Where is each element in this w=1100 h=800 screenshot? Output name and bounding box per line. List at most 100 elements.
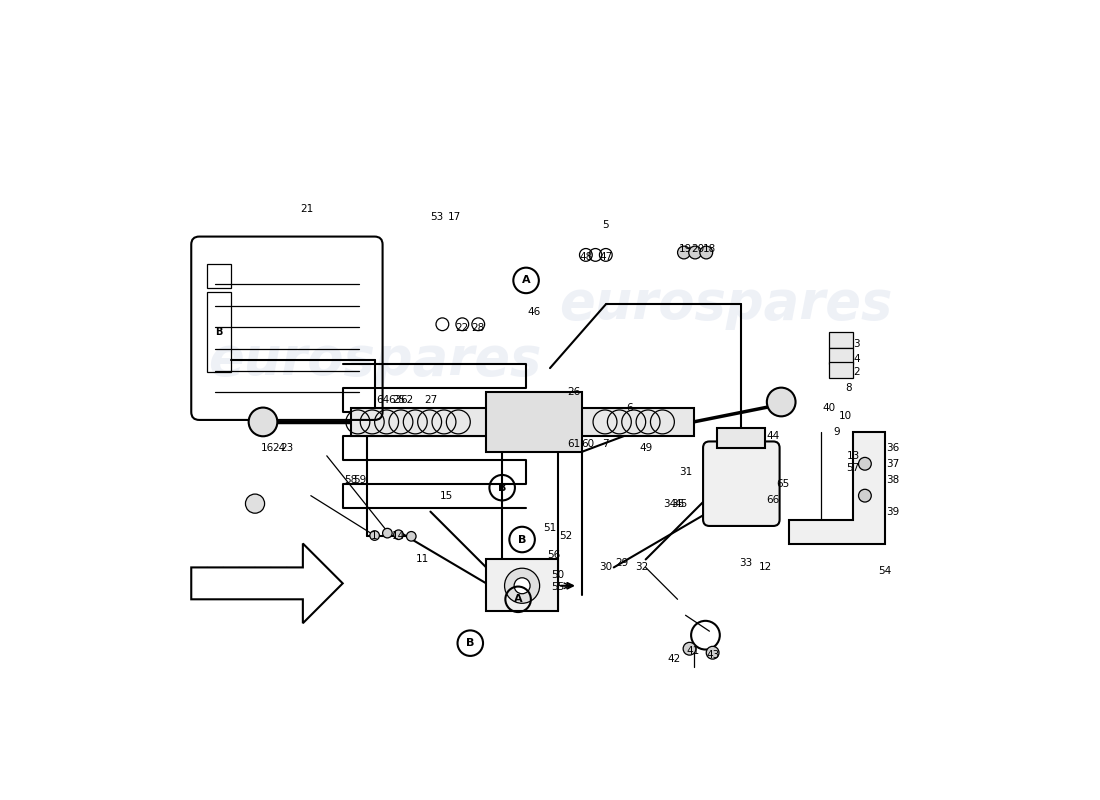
Polygon shape [191,543,343,623]
Text: 30: 30 [600,562,613,573]
Text: 13: 13 [846,451,859,461]
Text: eurospares: eurospares [559,278,892,330]
Text: 17: 17 [448,212,461,222]
Text: 4: 4 [854,354,860,363]
Text: 19: 19 [679,243,692,254]
Text: 22: 22 [455,323,469,334]
Text: 43: 43 [707,650,721,660]
Circle shape [514,578,530,594]
Text: eurospares: eurospares [208,334,541,386]
Text: 61: 61 [568,439,581,449]
Text: 66: 66 [767,494,780,505]
Text: 6: 6 [626,403,632,413]
Text: 10: 10 [838,411,851,421]
Text: 65: 65 [777,478,790,489]
Text: 44: 44 [767,431,780,441]
Text: 3: 3 [854,339,860,349]
Circle shape [767,388,795,416]
Text: 31: 31 [679,466,692,477]
Text: 38: 38 [887,474,900,485]
Text: 62: 62 [400,395,414,405]
Text: 34: 34 [663,498,676,509]
FancyBboxPatch shape [829,348,852,364]
Text: 7: 7 [603,439,609,449]
Text: 9: 9 [834,427,840,437]
Text: 25: 25 [392,395,405,405]
Text: 59: 59 [353,474,367,485]
Text: 48: 48 [580,251,593,262]
Text: 53: 53 [430,212,443,222]
Text: A: A [521,275,530,286]
Text: 55: 55 [551,582,564,592]
Text: 35: 35 [671,498,684,509]
Circle shape [683,642,696,655]
Text: 24: 24 [273,443,286,453]
Text: 39: 39 [887,506,900,517]
Circle shape [245,494,265,514]
Text: 18: 18 [703,243,716,254]
Text: 41: 41 [686,646,700,656]
Circle shape [407,531,416,541]
Circle shape [689,246,702,259]
Circle shape [505,568,540,603]
Text: 15: 15 [440,490,453,501]
Text: 5: 5 [603,220,609,230]
FancyBboxPatch shape [829,362,852,378]
Text: 54: 54 [878,566,891,577]
Text: 21: 21 [300,204,313,214]
Text: 33: 33 [739,558,752,569]
Text: 42: 42 [667,654,680,664]
Circle shape [249,407,277,436]
Text: 28: 28 [472,323,485,334]
Circle shape [678,246,691,259]
Text: B: B [466,638,474,648]
FancyBboxPatch shape [703,442,780,526]
FancyBboxPatch shape [717,428,766,448]
Text: 58: 58 [344,474,358,485]
Text: 64: 64 [376,395,389,405]
Text: B: B [498,482,506,493]
Text: 36: 36 [887,443,900,453]
Text: 29: 29 [615,558,628,569]
Text: 37: 37 [887,458,900,469]
Text: 11: 11 [416,554,429,565]
Circle shape [858,458,871,470]
FancyBboxPatch shape [829,332,852,348]
Circle shape [858,490,871,502]
FancyBboxPatch shape [486,392,582,452]
Text: 49: 49 [639,443,652,453]
Text: 60: 60 [582,439,595,449]
Text: 20: 20 [691,243,704,254]
Text: 45: 45 [675,498,689,509]
Text: 2: 2 [854,367,860,377]
Circle shape [370,530,379,540]
Text: 46: 46 [527,307,541,318]
Text: 51: 51 [543,522,557,533]
Text: 14: 14 [392,530,405,541]
Text: 8: 8 [846,383,852,393]
Text: 16: 16 [261,443,274,453]
Text: B: B [518,534,526,545]
Circle shape [383,528,393,538]
Text: 52: 52 [559,530,573,541]
Polygon shape [789,432,884,543]
Text: 23: 23 [280,443,294,453]
Text: 27: 27 [424,395,437,405]
Text: 32: 32 [635,562,648,573]
Text: 40: 40 [823,403,836,413]
Text: 57: 57 [846,462,859,473]
Text: B: B [216,327,223,338]
Text: 50: 50 [551,570,564,580]
Text: 63: 63 [388,395,401,405]
Text: 47: 47 [600,251,613,262]
Polygon shape [351,408,693,436]
Text: 56: 56 [548,550,561,561]
Circle shape [706,646,719,659]
Circle shape [700,246,713,259]
Text: A: A [514,594,522,604]
Text: 1: 1 [372,530,378,541]
Text: 26: 26 [568,387,581,397]
FancyBboxPatch shape [486,559,558,611]
Text: 12: 12 [759,562,772,573]
Circle shape [394,530,404,539]
